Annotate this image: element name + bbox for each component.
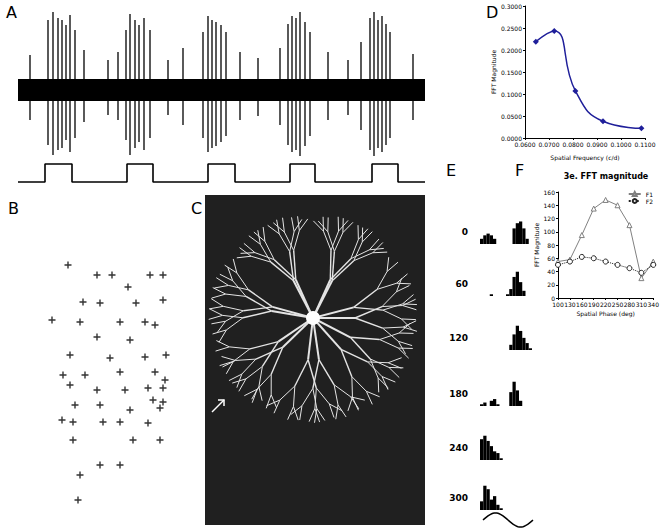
svg-text:0.1000: 0.1000 — [611, 141, 632, 148]
svg-text:240: 240 — [449, 443, 468, 453]
svg-text:120: 120 — [544, 215, 556, 222]
svg-text:20: 20 — [547, 281, 555, 288]
svg-text:0.1500: 0.1500 — [501, 69, 522, 76]
svg-text:140: 140 — [544, 202, 556, 209]
svg-text:0.1100: 0.1100 — [635, 141, 656, 148]
svg-text:0: 0 — [462, 227, 468, 237]
svg-text:FFT Magnitude: FFT Magnitude — [533, 223, 541, 267]
svg-text:0: 0 — [551, 294, 555, 302]
svg-text:120: 120 — [449, 333, 468, 343]
svg-text:C: C — [191, 199, 202, 218]
svg-text:340: 340 — [648, 301, 660, 308]
svg-text:0.0700: 0.0700 — [539, 141, 560, 148]
svg-text:250: 250 — [612, 301, 624, 308]
svg-text:130: 130 — [564, 301, 576, 308]
svg-text:190: 190 — [588, 301, 600, 308]
svg-text:310: 310 — [636, 301, 648, 308]
svg-text:40: 40 — [547, 268, 555, 275]
svg-text:300: 300 — [449, 493, 468, 503]
svg-text:0.0900: 0.0900 — [587, 141, 608, 148]
svg-text:180: 180 — [449, 389, 468, 399]
svg-text:0.2500: 0.2500 — [501, 25, 522, 32]
svg-text:Spatial Frequency (c/d): Spatial Frequency (c/d) — [550, 154, 619, 162]
svg-text:0.0600: 0.0600 — [515, 141, 536, 148]
svg-text:B: B — [8, 199, 19, 218]
svg-text:3e. FFT magnitude: 3e. FFT magnitude — [564, 172, 649, 181]
svg-text:0.2000: 0.2000 — [501, 47, 522, 54]
svg-text:D: D — [486, 3, 498, 22]
svg-text:F2: F2 — [646, 198, 653, 205]
svg-text:160: 160 — [576, 301, 588, 308]
svg-text:100: 100 — [544, 228, 556, 235]
svg-text:0.1000: 0.1000 — [501, 91, 522, 98]
svg-text:60: 60 — [455, 279, 468, 289]
svg-text:E: E — [446, 161, 456, 180]
svg-text:100: 100 — [552, 301, 564, 308]
svg-text:160: 160 — [544, 189, 556, 196]
svg-text:0.0800: 0.0800 — [563, 141, 584, 148]
svg-text:0.0500: 0.0500 — [501, 113, 522, 120]
svg-text:0.0000: 0.0000 — [501, 134, 522, 142]
svg-text:220: 220 — [600, 301, 612, 308]
svg-text:Spatial Phase (deg): Spatial Phase (deg) — [576, 310, 634, 318]
svg-text:80: 80 — [547, 242, 555, 249]
svg-text:280: 280 — [624, 301, 636, 308]
svg-text:A: A — [6, 3, 17, 22]
svg-text:F: F — [515, 161, 524, 180]
svg-text:0.3000: 0.3000 — [501, 3, 522, 10]
svg-text:60: 60 — [547, 255, 555, 262]
svg-text:F1: F1 — [646, 191, 653, 198]
svg-text:FFT Magnitude: FFT Magnitude — [490, 50, 498, 94]
